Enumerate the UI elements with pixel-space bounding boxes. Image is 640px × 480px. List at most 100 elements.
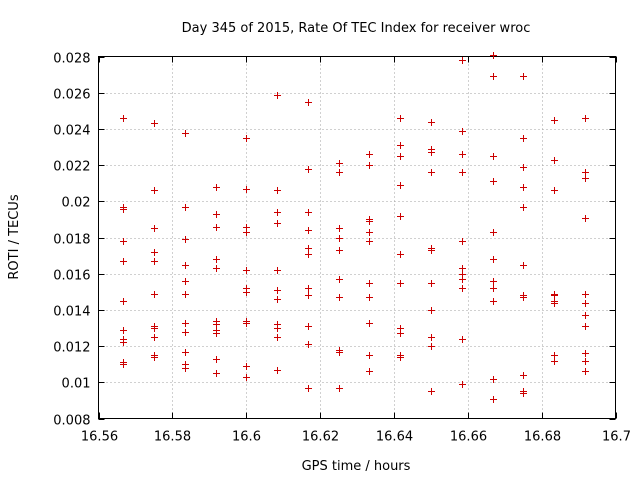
data-point (428, 307, 435, 314)
data-point (582, 215, 589, 222)
data-point (582, 115, 589, 122)
data-point (551, 300, 558, 307)
data-point (305, 227, 312, 234)
data-point (182, 278, 189, 285)
y-tick-label: 0.016 (53, 269, 90, 284)
x-tick-label: 16.68 (524, 430, 561, 445)
data-point (213, 370, 220, 377)
data-point (520, 390, 527, 397)
data-point (459, 276, 466, 283)
data-point (459, 265, 466, 272)
data-point (366, 320, 373, 327)
data-point (366, 229, 373, 236)
data-point (243, 135, 250, 142)
data-point (520, 164, 527, 171)
data-point (305, 245, 312, 252)
data-point (336, 294, 343, 301)
data-point (582, 300, 589, 307)
data-point (274, 334, 281, 341)
data-point (182, 236, 189, 243)
data-point (397, 182, 404, 189)
x-tick-label: 16.7 (602, 430, 631, 445)
data-point (520, 204, 527, 211)
data-point (120, 115, 127, 122)
data-point (274, 187, 281, 194)
data-point (151, 187, 158, 194)
data-point (243, 363, 250, 370)
data-point (305, 209, 312, 216)
data-point (336, 276, 343, 283)
data-point (274, 209, 281, 216)
data-point (490, 229, 497, 236)
data-point (582, 291, 589, 298)
data-point (274, 325, 281, 332)
data-point (213, 321, 220, 328)
data-point (120, 238, 127, 245)
data-point (366, 368, 373, 375)
data-point (213, 330, 220, 337)
data-point (490, 256, 497, 263)
x-tick-label: 16.56 (81, 430, 118, 445)
data-point (243, 320, 250, 327)
data-point (366, 294, 373, 301)
data-point (213, 184, 220, 191)
data-point (459, 238, 466, 245)
data-point (428, 334, 435, 341)
data-point (305, 99, 312, 106)
data-point (151, 225, 158, 232)
data-point (336, 160, 343, 167)
data-point (397, 251, 404, 258)
data-point (305, 385, 312, 392)
data-point (182, 349, 189, 356)
data-point (120, 339, 127, 346)
data-point (520, 135, 527, 142)
data-point (582, 368, 589, 375)
data-point (397, 115, 404, 122)
plot-frame (98, 56, 616, 419)
data-point (274, 367, 281, 374)
data-point (397, 330, 404, 337)
data-point (459, 128, 466, 135)
data-point (428, 280, 435, 287)
y-tick-label: 0.008 (53, 414, 90, 429)
data-point (459, 169, 466, 176)
data-point (151, 334, 158, 341)
data-point (397, 280, 404, 287)
data-point (459, 151, 466, 158)
x-tick-label: 16.6 (232, 430, 261, 445)
data-point (305, 292, 312, 299)
data-point (213, 211, 220, 218)
data-point (213, 256, 220, 263)
data-point (397, 213, 404, 220)
x-tick-label: 16.66 (450, 430, 487, 445)
data-point (182, 365, 189, 372)
data-point (428, 343, 435, 350)
data-point (582, 169, 589, 176)
y-axis-title: ROTI / TECUs (7, 194, 22, 279)
data-point (336, 247, 343, 254)
data-point (336, 225, 343, 232)
data-points (120, 52, 589, 403)
data-point (274, 296, 281, 303)
data-point (551, 117, 558, 124)
data-point (305, 166, 312, 173)
data-point (213, 265, 220, 272)
data-point (520, 73, 527, 80)
data-point (490, 73, 497, 80)
data-point (582, 175, 589, 182)
data-point (120, 327, 127, 334)
data-point (182, 329, 189, 336)
data-point (274, 287, 281, 294)
data-point (243, 374, 250, 381)
data-point (520, 372, 527, 379)
data-point (151, 291, 158, 298)
data-point (305, 341, 312, 348)
y-tick-label: 0.014 (53, 305, 90, 320)
data-point (274, 220, 281, 227)
axis-ticks: 16.56 16.58 16.6 16.62 16.64 16.66 16.68 16.7 0.… (53, 52, 631, 445)
data-point (336, 169, 343, 176)
data-point (428, 149, 435, 156)
data-point (366, 162, 373, 169)
data-point (551, 187, 558, 194)
